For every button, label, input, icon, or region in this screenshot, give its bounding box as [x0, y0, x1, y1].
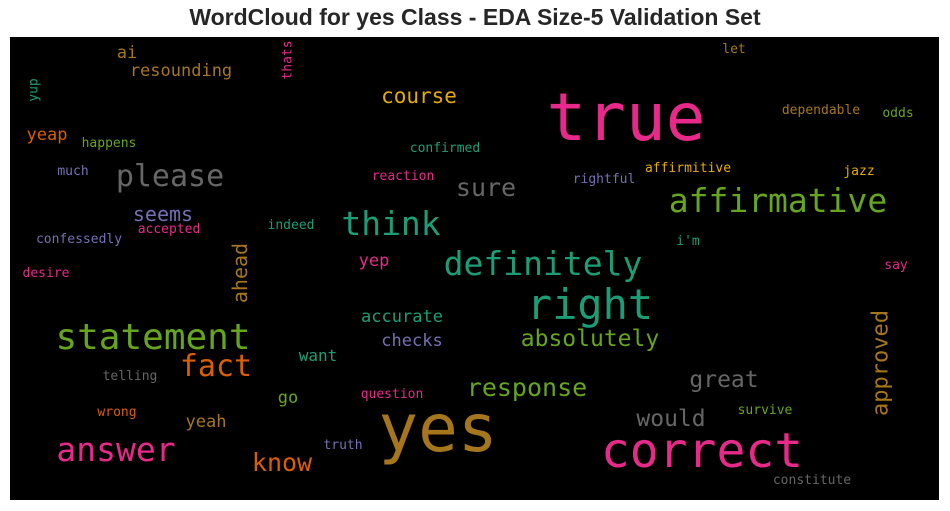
- word-yeah: yeah: [186, 412, 227, 432]
- word-question: question: [361, 387, 424, 402]
- word-confirmed: confirmed: [410, 141, 480, 156]
- word-desire: desire: [23, 266, 70, 281]
- word-right: right: [527, 280, 653, 329]
- word-answer: answer: [56, 430, 175, 469]
- word-go: go: [278, 388, 298, 408]
- word-yes: yes: [378, 390, 497, 467]
- word-know: know: [252, 448, 313, 477]
- word-true: true: [547, 79, 706, 156]
- word-absolutely: absolutely: [521, 326, 659, 352]
- word-thats: thats: [281, 40, 296, 79]
- word-want: want: [299, 346, 338, 365]
- word-yep: yep: [359, 251, 390, 271]
- word-approved: approved: [869, 310, 894, 416]
- word-correct: correct: [601, 423, 803, 479]
- word-truth: truth: [323, 438, 362, 453]
- word-yup: yup: [27, 78, 42, 102]
- word-i-m: i'm: [676, 234, 700, 249]
- word-fact: fact: [180, 349, 252, 384]
- word-telling: telling: [103, 369, 158, 384]
- word-resounding: resounding: [130, 61, 232, 81]
- word-statement: statement: [55, 317, 250, 358]
- word-survive: survive: [738, 403, 793, 418]
- word-dependable: dependable: [782, 103, 860, 118]
- chart-title: WordCloud for yes Class - EDA Size-5 Val…: [189, 4, 761, 30]
- word-think: think: [341, 204, 440, 243]
- word-let: let: [722, 42, 745, 57]
- word-rightful: rightful: [573, 172, 636, 187]
- word-much: much: [57, 164, 88, 179]
- word-wrong: wrong: [97, 405, 136, 420]
- word-odds: odds: [882, 106, 913, 121]
- word-reaction: reaction: [372, 169, 435, 184]
- word-ai: ai: [117, 43, 137, 63]
- word-accurate: accurate: [361, 307, 443, 327]
- word-great: great: [689, 367, 758, 393]
- word-seems: seems: [133, 202, 193, 226]
- word-confessedly: confessedly: [36, 232, 122, 247]
- word-constitute: constitute: [773, 473, 851, 488]
- word-checks: checks: [381, 331, 442, 351]
- word-happens: happens: [82, 136, 137, 151]
- word-jazz: jazz: [843, 164, 874, 179]
- word-sure: sure: [456, 173, 516, 202]
- word-response: response: [467, 373, 587, 402]
- word-definitely: definitely: [444, 244, 643, 283]
- wordcloud-svg: yes true correct right statement definitely af…: [23, 40, 914, 488]
- word-please: please: [116, 159, 224, 194]
- word-say: say: [884, 258, 908, 273]
- word-affirmitive: affirmitive: [645, 161, 731, 176]
- word-affirmative: affirmative: [669, 181, 888, 220]
- word-accepted: accepted: [138, 222, 201, 237]
- wordcloud-canvas: yes true correct right statement definitely af…: [10, 37, 939, 500]
- word-yeap: yeap: [27, 125, 68, 145]
- word-course: course: [381, 84, 457, 108]
- word-ahead: ahead: [228, 243, 252, 303]
- word-indeed: indeed: [268, 218, 315, 233]
- word-would: would: [636, 406, 705, 432]
